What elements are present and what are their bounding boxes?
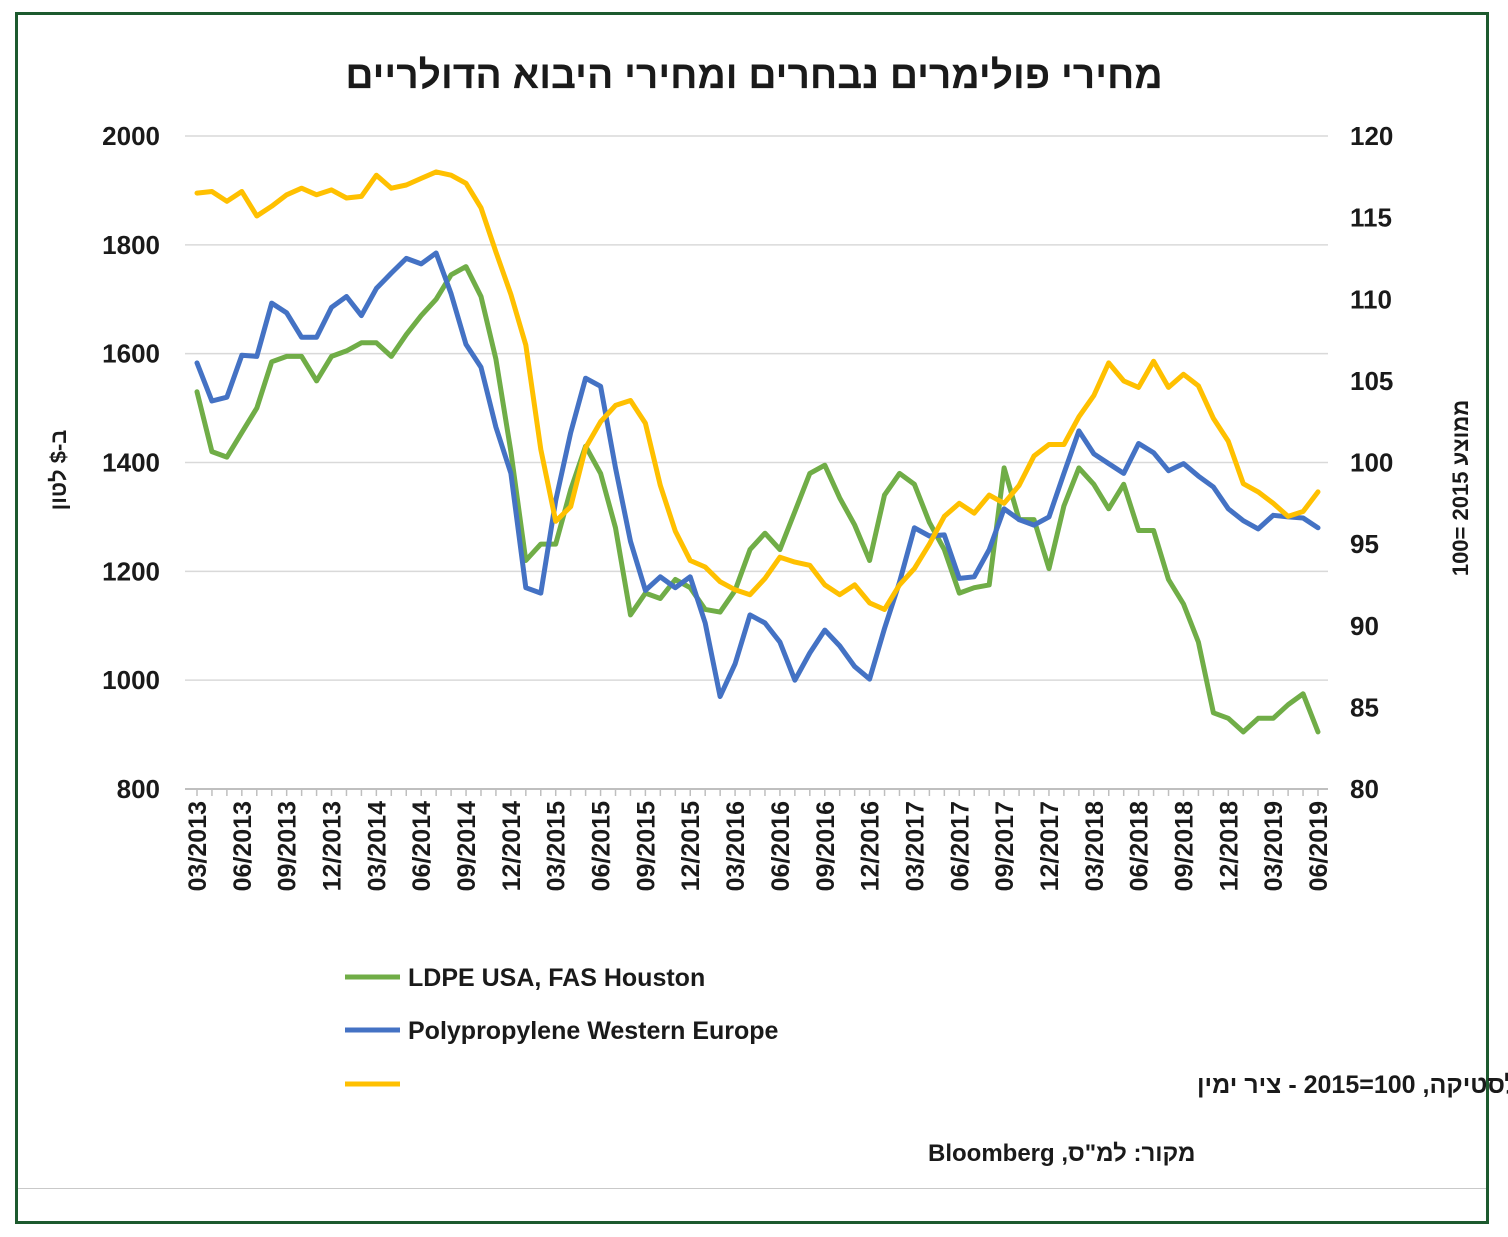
left-tick-label: 1800 xyxy=(102,230,160,260)
x-tick-label: 09/2016 xyxy=(812,801,840,891)
x-tick-label: 09/2017 xyxy=(991,801,1019,891)
x-tick-label: 06/2013 xyxy=(229,801,257,891)
left-tick-label: 1000 xyxy=(102,665,160,695)
x-tick-label: 03/2013 xyxy=(184,801,212,891)
series-line-0 xyxy=(194,264,1321,735)
right-axis-label: ממוצע 2015 =100 xyxy=(1448,400,1473,576)
x-tick-label: 06/2018 xyxy=(1126,801,1154,891)
x-tick-label: 03/2018 xyxy=(1081,801,1109,891)
x-tick-label: 06/2014 xyxy=(408,801,436,891)
x-tick-label: 12/2015 xyxy=(677,801,705,891)
x-tick-label: 12/2017 xyxy=(1036,801,1064,891)
x-tick-label: 09/2013 xyxy=(274,801,302,891)
right-axis: 80 85 90 95 100 105 110 115 120 xyxy=(1350,121,1393,804)
source-note: מקור: למ"ס, Bloomberg xyxy=(928,1140,1195,1167)
x-tick-label: 03/2014 xyxy=(363,801,391,891)
x-tick-label: 12/2018 xyxy=(1215,801,1243,891)
chart-title: מחירי פולימרים נבחרים ומחירי היבוא הדולר… xyxy=(345,54,1162,97)
series-line-2 xyxy=(194,169,1321,612)
x-tick-label: 12/2013 xyxy=(319,801,347,891)
right-tick-label: 80 xyxy=(1350,774,1379,804)
x-tick-label: 12/2016 xyxy=(857,801,885,891)
gridlines xyxy=(185,135,1328,790)
series-lines xyxy=(194,169,1321,735)
footer-divider xyxy=(18,1188,1486,1189)
x-tick-label: 03/2016 xyxy=(722,801,750,891)
x-tick-label: 06/2016 xyxy=(767,801,795,891)
right-tick-label: 85 xyxy=(1350,692,1379,722)
left-tick-label: 2000 xyxy=(102,121,160,151)
right-tick-label: 110 xyxy=(1350,284,1392,314)
legend-label-pp: Polypropylene Western Europe xyxy=(408,1017,779,1045)
left-tick-label: 800 xyxy=(117,774,160,804)
x-tick-label: 09/2018 xyxy=(1170,801,1198,891)
left-axis-label: ב-$ לטון xyxy=(46,430,71,511)
x-tick-label: 03/2019 xyxy=(1260,801,1288,891)
x-tick-label: 09/2015 xyxy=(632,801,660,891)
right-tick-label: 105 xyxy=(1350,366,1393,396)
x-tick-label: 06/2015 xyxy=(588,801,616,891)
x-tick-label: 06/2019 xyxy=(1305,801,1333,891)
legend-label-import-index: מדד מחירי יבוא- חומ"ג גומי ופלסטיקה, 100… xyxy=(1197,1071,1508,1099)
chart-frame xyxy=(15,12,1489,1224)
x-tick-label: 06/2017 xyxy=(946,801,974,891)
x-tick-label: 09/2014 xyxy=(453,801,481,891)
right-tick-label: 100 xyxy=(1350,448,1393,478)
x-axis: 03/2013 06/2013 09/2013 12/2013 03/2014 06/20… xyxy=(184,789,1333,891)
legend-label-ldpe: LDPE USA, FAS Houston xyxy=(408,964,705,992)
right-tick-label: 120 xyxy=(1350,121,1393,151)
left-tick-label: 1200 xyxy=(102,556,160,586)
legend: LDPE USA, FAS Houston Polypropylene West… xyxy=(345,964,1508,1099)
right-tick-label: 90 xyxy=(1350,611,1379,641)
x-tick-label: 03/2017 xyxy=(901,801,929,891)
right-tick-label: 95 xyxy=(1350,529,1379,559)
x-tick-label: 03/2015 xyxy=(543,801,571,891)
x-tick-label: 12/2014 xyxy=(498,801,526,891)
left-tick-label: 1400 xyxy=(102,448,160,478)
series-line-1 xyxy=(194,250,1321,699)
right-tick-label: 115 xyxy=(1350,203,1392,233)
left-tick-label: 1600 xyxy=(102,339,160,369)
left-axis: 800 1000 1200 1400 1600 1800 2000 xyxy=(102,121,160,804)
